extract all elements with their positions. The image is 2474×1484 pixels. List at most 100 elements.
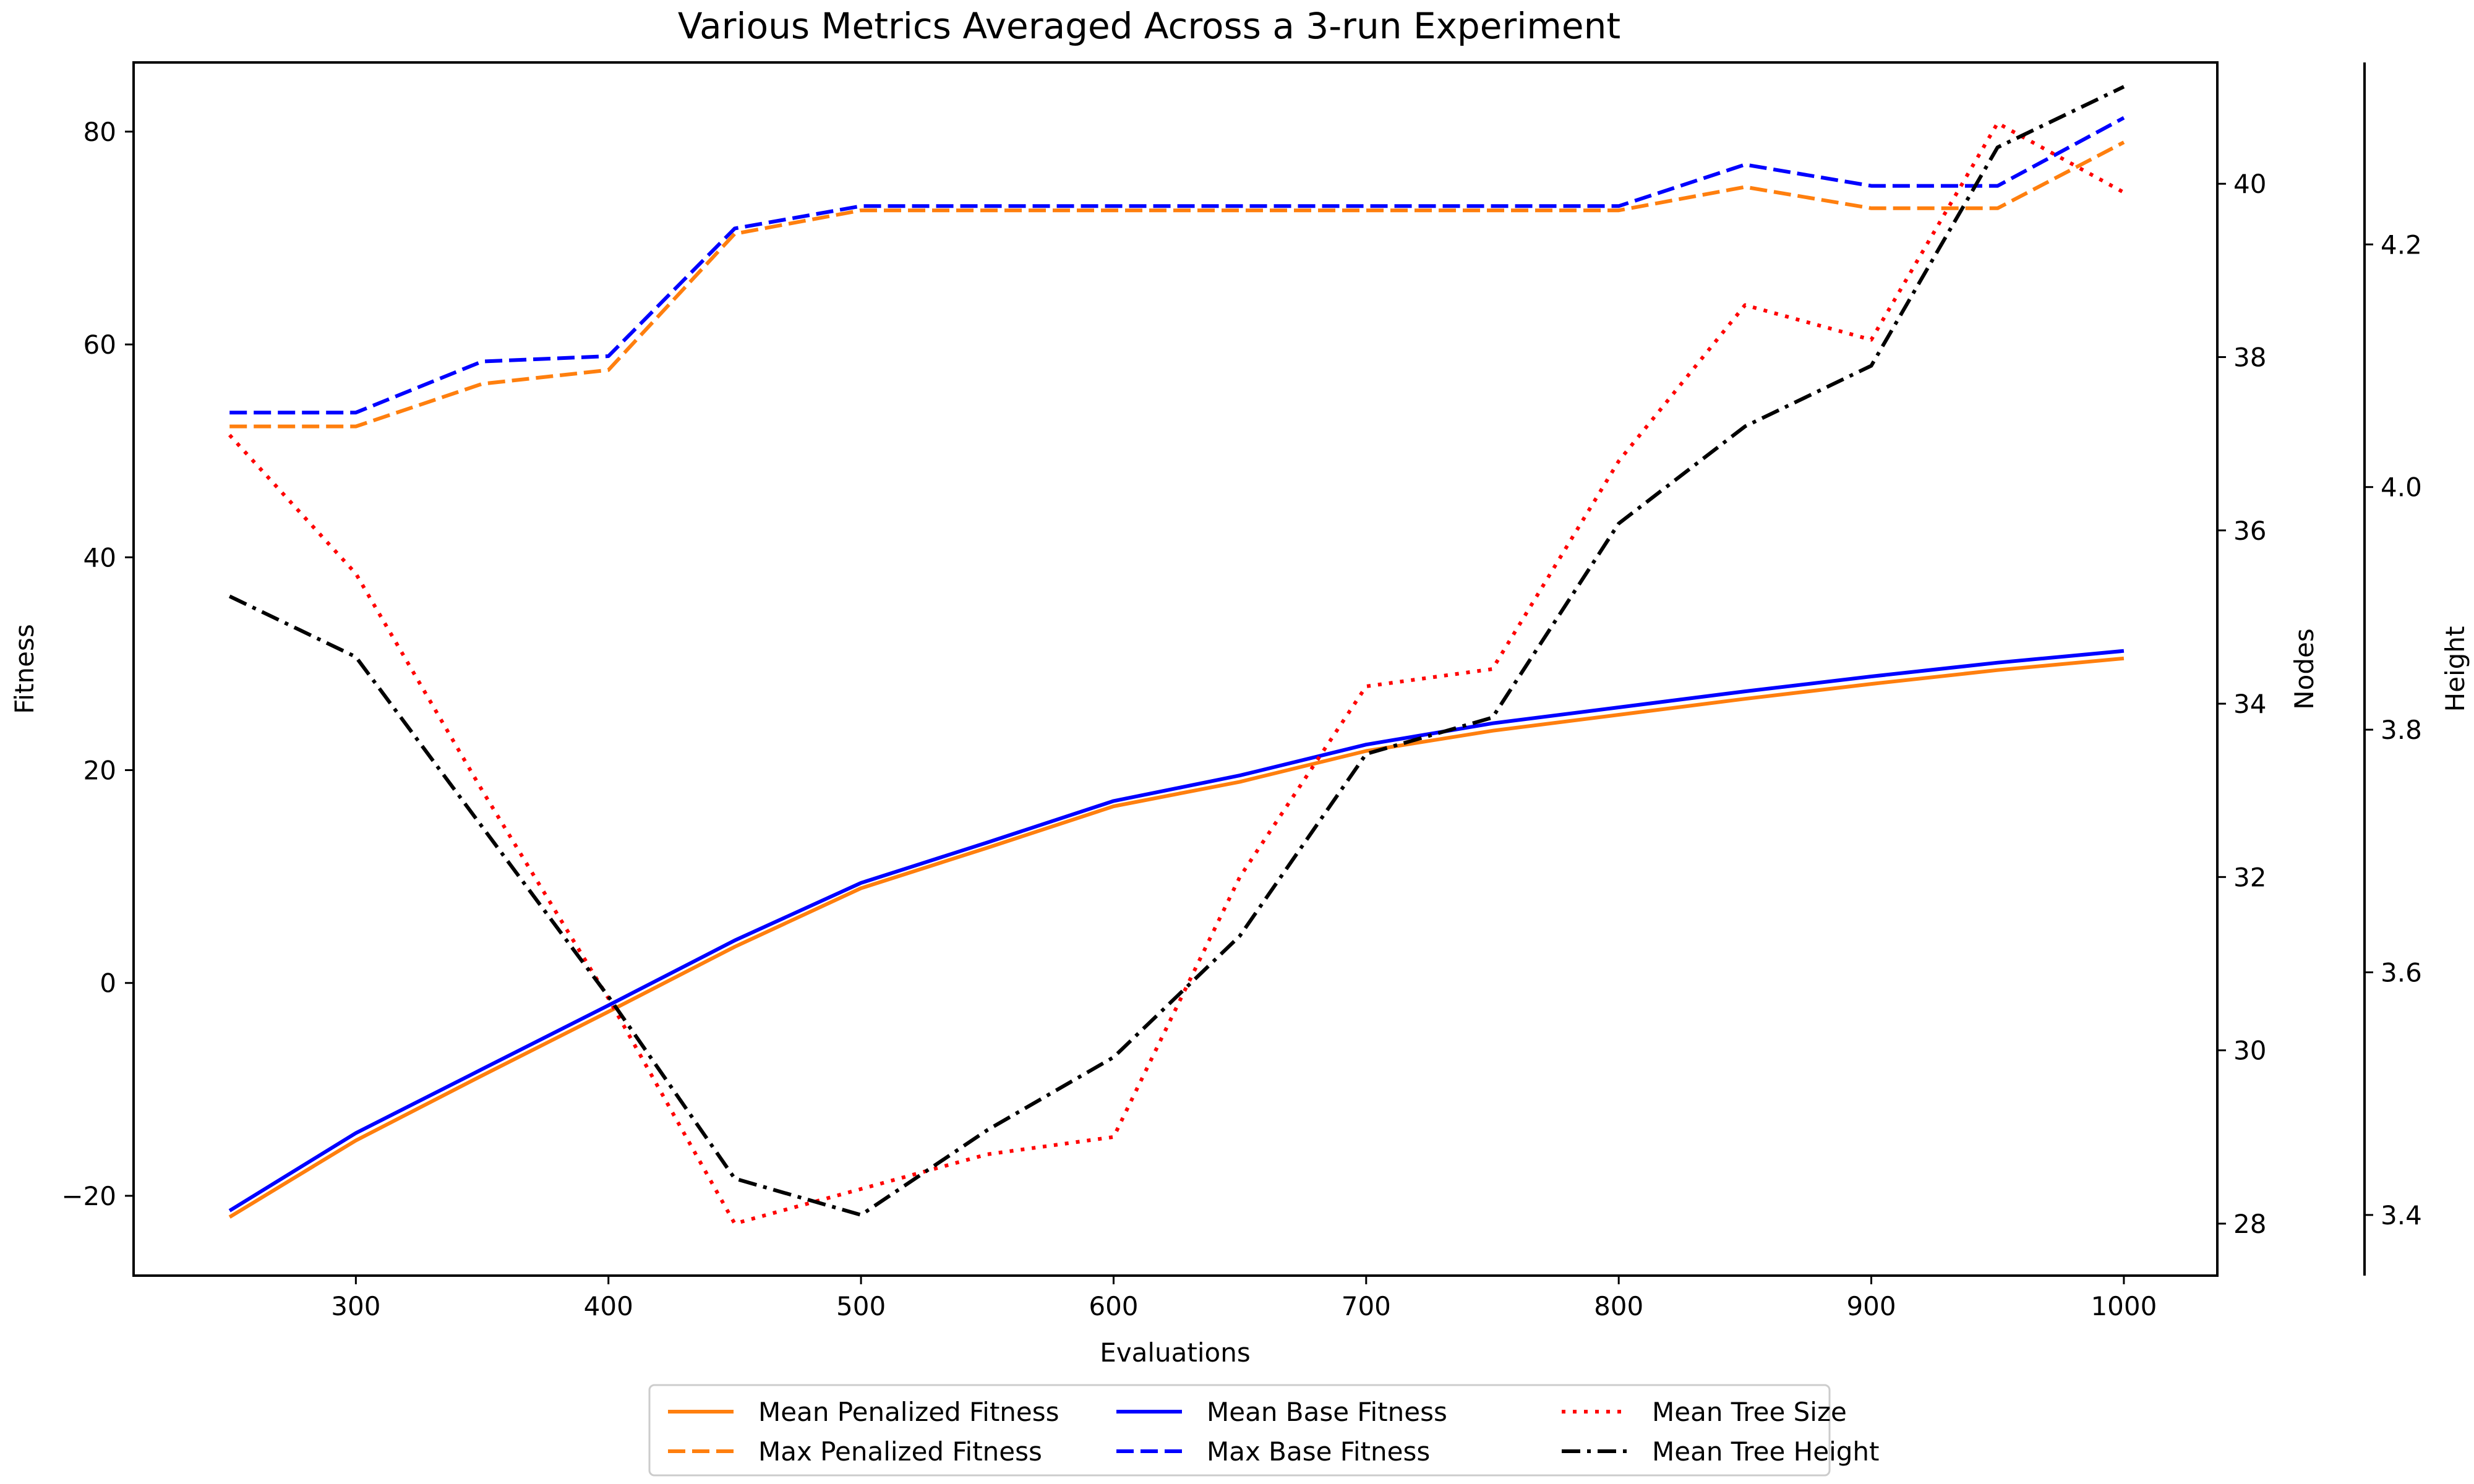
data-point bbox=[2122, 116, 2126, 120]
data-point bbox=[733, 945, 737, 949]
data-point bbox=[228, 1215, 231, 1219]
plot-frame bbox=[132, 61, 2219, 1277]
data-point bbox=[1617, 713, 1620, 717]
data-point bbox=[859, 881, 863, 885]
data-point bbox=[859, 1213, 863, 1217]
data-point bbox=[1238, 774, 1242, 777]
data-point bbox=[481, 1067, 484, 1071]
data-point bbox=[1617, 459, 1620, 463]
data-point bbox=[985, 1153, 989, 1156]
data-point bbox=[1870, 364, 1873, 368]
series-line-5 bbox=[228, 85, 2125, 1217]
data-point bbox=[733, 1222, 737, 1226]
series-layer bbox=[228, 85, 2126, 1226]
x-axis-label: Evaluations bbox=[1100, 1337, 1251, 1368]
data-point bbox=[1870, 682, 1873, 686]
series-line-4 bbox=[228, 121, 2125, 1226]
y2-tick-label: 34 bbox=[2233, 689, 2266, 719]
y-tick-label: 0 bbox=[100, 968, 116, 999]
data-point bbox=[985, 204, 989, 208]
y2-tick-label: 28 bbox=[2233, 1209, 2266, 1239]
y-tick-label: 60 bbox=[83, 330, 116, 360]
x-tick-label: 400 bbox=[584, 1291, 633, 1321]
y-tick-label: 40 bbox=[83, 542, 116, 573]
legend-label-1: Max Penalized Fitness bbox=[758, 1436, 1042, 1467]
y-tick-label: 20 bbox=[83, 756, 116, 786]
x-tick-label: 800 bbox=[1594, 1291, 1643, 1321]
data-point bbox=[354, 1131, 357, 1135]
data-point bbox=[1743, 425, 1747, 429]
data-point bbox=[1112, 208, 1116, 212]
data-point bbox=[1870, 184, 1873, 188]
legend: Mean Penalized Fitness Max Penalized Fitn… bbox=[648, 1384, 1879, 1477]
series-line-1 bbox=[229, 140, 2125, 429]
data-point bbox=[607, 368, 610, 372]
data-point bbox=[228, 594, 231, 598]
legend-label-4: Mean Tree Size bbox=[1652, 1397, 1847, 1427]
data-point bbox=[354, 572, 357, 576]
data-point bbox=[2122, 85, 2126, 88]
data-point bbox=[607, 354, 610, 358]
data-point bbox=[1743, 185, 1747, 189]
y-ticks: −20 0 20 40 60 80 bbox=[61, 117, 134, 1211]
data-point bbox=[481, 382, 484, 386]
y-axis-label: Fitness bbox=[9, 624, 40, 714]
data-point bbox=[1870, 338, 1873, 342]
data-point bbox=[1491, 208, 1494, 212]
legend-label-2: Mean Base Fitness bbox=[1207, 1397, 1447, 1427]
y2-tick-label: 36 bbox=[2233, 516, 2266, 546]
x-ticks: 300 400 500 600 700 800 900 1000 bbox=[331, 1276, 2157, 1321]
data-point bbox=[1617, 208, 1620, 212]
data-point bbox=[228, 1209, 231, 1213]
y-tick-label: 80 bbox=[83, 117, 116, 147]
data-point bbox=[733, 939, 737, 942]
data-point bbox=[859, 887, 863, 890]
data-point bbox=[607, 1004, 610, 1007]
x-tick-label: 700 bbox=[1342, 1291, 1391, 1321]
data-point bbox=[1996, 668, 2000, 672]
data-point bbox=[1996, 661, 2000, 665]
data-point bbox=[481, 1073, 484, 1077]
data-point bbox=[733, 227, 737, 231]
data-point bbox=[1870, 207, 1873, 210]
data-point bbox=[1617, 204, 1620, 208]
data-point bbox=[1491, 722, 1494, 725]
y2-tick-label: 32 bbox=[2233, 862, 2266, 892]
data-point bbox=[733, 1177, 737, 1180]
data-point bbox=[481, 825, 484, 829]
data-point bbox=[1112, 799, 1116, 803]
series-line-3 bbox=[229, 116, 2125, 415]
data-point bbox=[1364, 684, 1368, 688]
data-point bbox=[985, 1128, 989, 1132]
data-point bbox=[1238, 204, 1242, 208]
data-point bbox=[1112, 1055, 1116, 1059]
y3-ticks: 3.4 3.6 3.8 4.0 4.2 bbox=[2365, 229, 2422, 1230]
data-point bbox=[607, 1010, 610, 1013]
x-tick-label: 500 bbox=[836, 1291, 886, 1321]
data-point bbox=[1996, 121, 2000, 125]
data-point bbox=[354, 655, 357, 659]
data-point bbox=[1491, 204, 1494, 208]
data-point bbox=[985, 841, 989, 845]
data-point bbox=[1491, 667, 1494, 671]
data-point bbox=[1743, 163, 1747, 166]
data-point bbox=[354, 425, 357, 429]
x-tick-label: 1000 bbox=[2091, 1291, 2157, 1321]
data-point bbox=[1238, 934, 1242, 938]
x-tick-label: 600 bbox=[1089, 1291, 1138, 1321]
data-point bbox=[1996, 145, 2000, 149]
data-point bbox=[1743, 689, 1747, 693]
legend-label-5: Mean Tree Height bbox=[1652, 1436, 1879, 1467]
data-point bbox=[733, 232, 737, 236]
data-point bbox=[2122, 657, 2126, 660]
data-point bbox=[607, 995, 610, 999]
data-point bbox=[985, 846, 989, 850]
data-point bbox=[1112, 804, 1116, 808]
legend-label-3: Max Base Fitness bbox=[1207, 1436, 1430, 1467]
y2-tick-label: 40 bbox=[2233, 169, 2266, 199]
data-point bbox=[228, 411, 231, 414]
y2-axis-label: Nodes bbox=[2289, 628, 2319, 710]
y3-tick-label: 3.4 bbox=[2381, 1200, 2422, 1230]
y3-axis-label: Height bbox=[2440, 626, 2470, 712]
